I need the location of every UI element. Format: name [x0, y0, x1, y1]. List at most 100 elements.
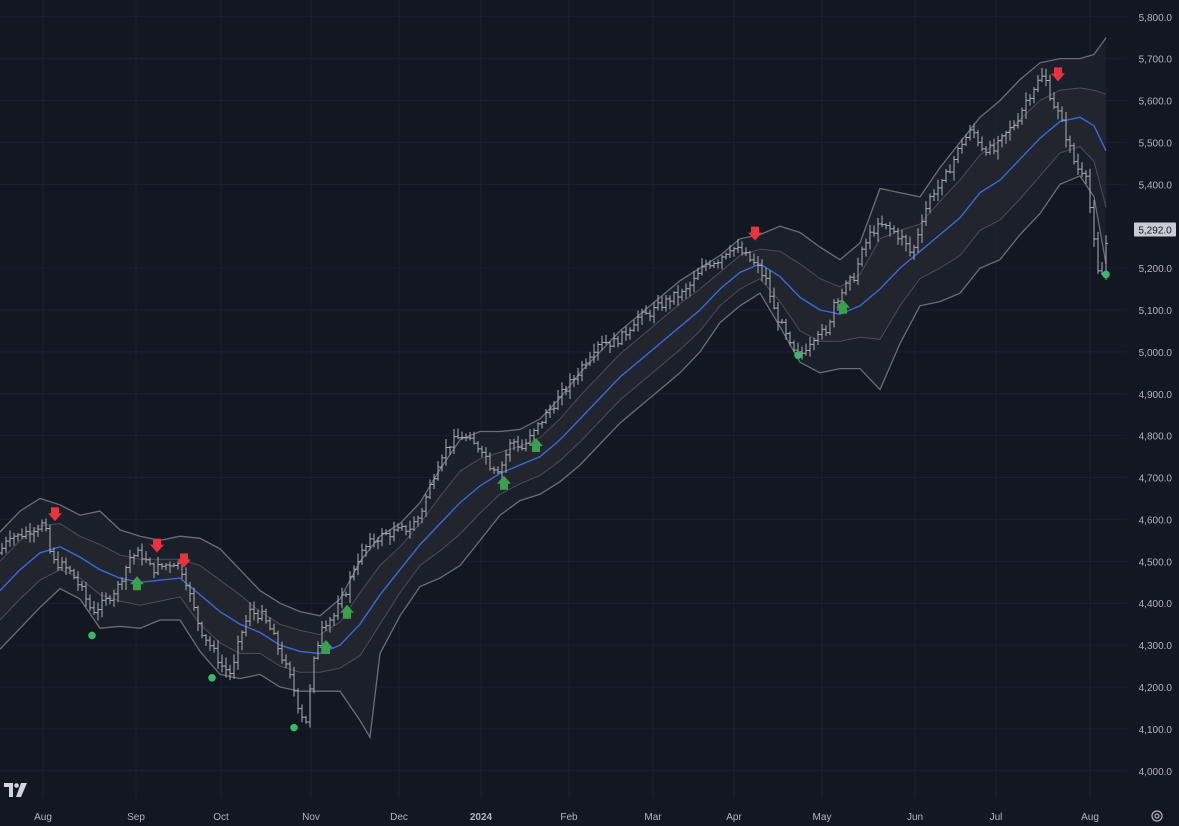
ohlc-bar	[528, 429, 532, 447]
ohlc-bar	[848, 275, 852, 291]
tradingview-logo-icon[interactable]	[4, 783, 28, 797]
ohlc-bar	[464, 433, 468, 442]
time-axis[interactable]: Aug Sep Oct Nov Dec 2024 Feb Mar Apr May Jun Jul Aug	[34, 812, 1099, 823]
ohlc-bar	[824, 325, 828, 337]
ohlc-bar	[48, 524, 52, 554]
sell-arrow-icon	[48, 507, 62, 522]
ohlc-bar	[892, 225, 896, 234]
ohlc-bar	[516, 435, 520, 452]
ohlc-bar	[108, 594, 112, 605]
ohlc-bar	[784, 318, 788, 340]
ohlc-bar	[884, 223, 888, 230]
settings-icon[interactable]	[1150, 809, 1164, 823]
ohlc-bar	[808, 336, 812, 357]
price-tick-label: 4,800.0	[1139, 432, 1173, 443]
ohlc-bar	[160, 562, 164, 570]
ohlc-bar	[104, 592, 108, 606]
ohlc-bar	[676, 285, 680, 306]
ohlc-bar	[856, 257, 860, 285]
ohlc-bar	[504, 449, 508, 474]
ohlc-bar	[760, 259, 764, 282]
ohlc-bar	[1020, 107, 1024, 125]
ohlc-bar	[604, 334, 608, 345]
ohlc-bar	[876, 217, 880, 242]
ohlc-bar	[580, 361, 584, 382]
ohlc-bar	[968, 124, 972, 141]
ohlc-bar	[772, 287, 776, 310]
ohlc-bar	[76, 571, 80, 591]
signal-dot	[88, 631, 96, 640]
price-tick-label: 4,900.0	[1139, 390, 1173, 401]
ohlc-bar	[168, 561, 172, 574]
ohlc-bar	[692, 270, 696, 293]
ohlc-bar	[956, 146, 960, 164]
ohlc-bar	[764, 267, 768, 286]
last-price-label: 5,292.0	[1134, 222, 1176, 237]
price-tick-label: 4,600.0	[1139, 515, 1173, 526]
band-fill	[0, 37, 1106, 738]
ohlc-bar	[212, 640, 216, 653]
time-tick-label: 2024	[470, 812, 493, 823]
ohlc-bar	[508, 439, 512, 462]
ohlc-bar	[472, 431, 476, 445]
ohlc-bar	[232, 654, 236, 679]
ohlc-bar	[1036, 75, 1040, 93]
ohlc-bar	[668, 295, 672, 310]
buy-arrow-icon	[319, 639, 333, 654]
ohlc-bar	[88, 594, 92, 612]
ohlc-bar	[412, 516, 416, 531]
ohlc-bar	[280, 641, 284, 664]
signal-dot	[794, 351, 802, 360]
ohlc-bar	[172, 562, 176, 568]
time-tick-label: Nov	[302, 812, 320, 823]
ohlc-bar	[900, 229, 904, 246]
ohlc-bar	[408, 520, 412, 539]
price-tick-label: 4,000.0	[1139, 767, 1173, 778]
ohlc-bar	[240, 630, 244, 651]
ohlc-bar	[196, 605, 200, 632]
ohlc-bar	[52, 547, 56, 564]
buy-arrow-icon	[497, 475, 511, 490]
ohlc-bar	[740, 241, 744, 256]
ohlc-bar	[752, 253, 756, 266]
ohlc-bar	[820, 323, 824, 340]
signal-dot	[290, 723, 298, 732]
ohlc-bar	[612, 332, 616, 348]
ohlc-bar	[932, 189, 936, 201]
ohlc-bar	[656, 294, 660, 311]
ohlc-bar	[292, 666, 296, 697]
ohlc-bar	[64, 557, 68, 575]
price-tick-label: 4,500.0	[1139, 557, 1173, 568]
price-tick-label: 4,400.0	[1139, 599, 1173, 610]
ohlc-bar	[92, 600, 96, 615]
ohlc-bar	[388, 529, 392, 545]
ohlc-bar	[4, 536, 8, 554]
ohlc-bar	[744, 247, 748, 257]
ohlc-bar	[844, 280, 848, 296]
ohlc-bar	[768, 270, 772, 304]
lower-inner-band	[0, 146, 1107, 673]
ohlc-bar	[1008, 120, 1012, 141]
price-axis[interactable]: 5,800.0 5,700.0 5,600.0 5,500.0 5,400.0 5,200…	[1139, 13, 1173, 778]
ohlc-bar	[452, 429, 456, 455]
ohlc-bar	[44, 518, 48, 532]
ohlc-bar	[680, 288, 684, 301]
time-tick-label: May	[813, 812, 832, 823]
ohlc-bar	[296, 688, 300, 714]
ohlc-bar	[268, 617, 272, 631]
ohlc-bar	[1068, 135, 1072, 153]
ohlc-bar	[1016, 113, 1020, 129]
ohlc-bar	[864, 238, 868, 257]
sell-arrow-icon	[177, 553, 191, 568]
ohlc-bar	[324, 620, 328, 631]
ohlc-bar	[648, 309, 652, 322]
ohlc-bar	[120, 577, 124, 590]
ohlc-bar	[200, 621, 204, 639]
ohlc-bar	[1084, 170, 1088, 184]
ohlc-bar	[588, 351, 592, 367]
ohlc-bar	[960, 138, 964, 154]
ohlc-bar	[1088, 168, 1092, 214]
ohlc-bar	[568, 373, 572, 399]
time-tick-label: Aug	[34, 812, 52, 823]
